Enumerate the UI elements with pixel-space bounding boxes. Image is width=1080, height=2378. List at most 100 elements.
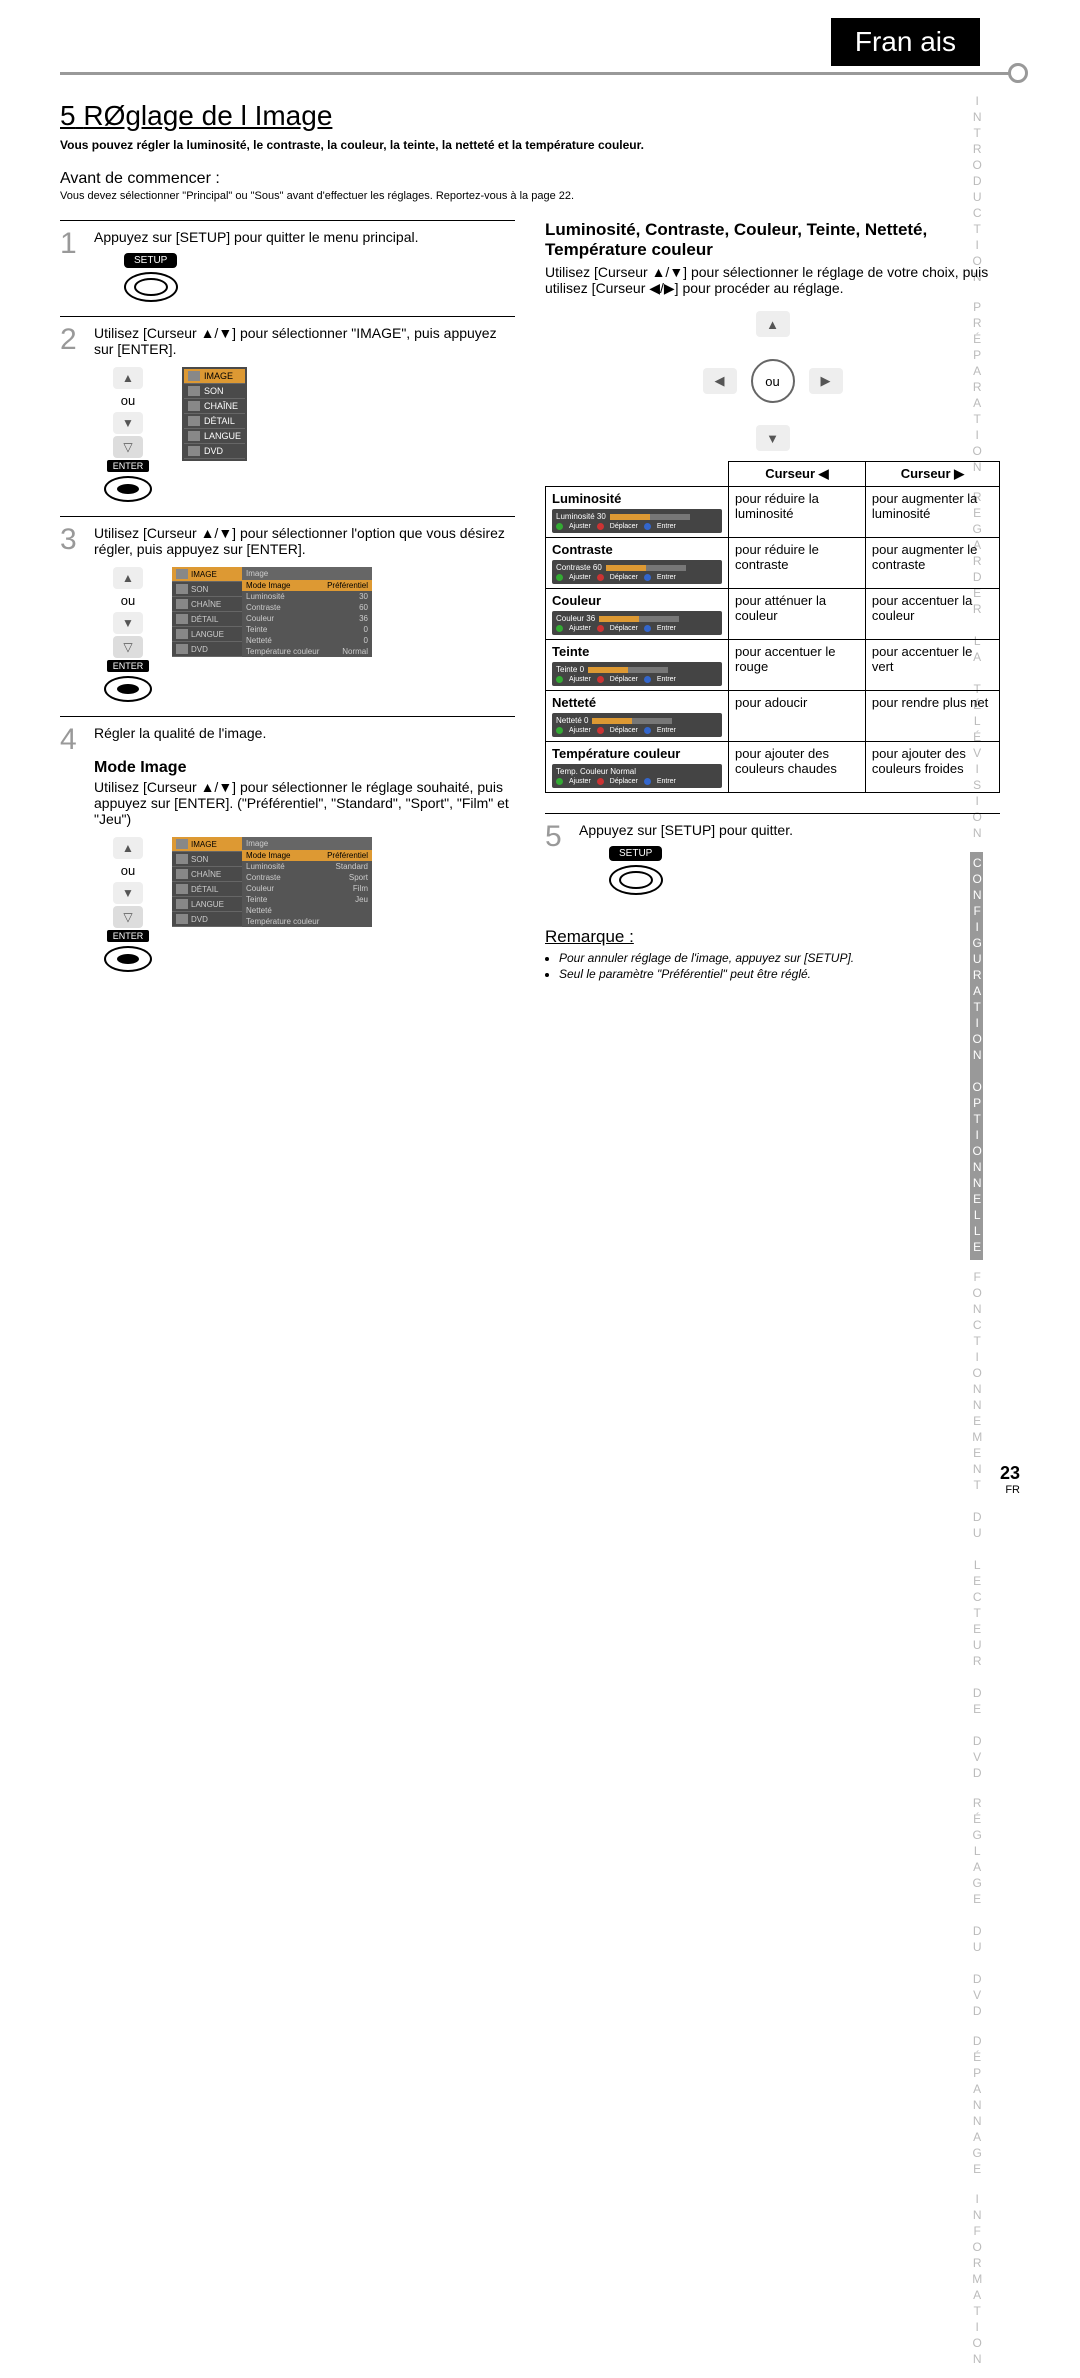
row-name: Teinte	[552, 644, 589, 659]
onscreen-mode-image-menu: IMAGE SON CHAÎNE DÉTAIL LANGUE DVD Image…	[172, 837, 372, 927]
row-name: Luminosité	[552, 491, 621, 506]
dpad-cross-icon: ▲ ▼ ◀ ▶ ou	[703, 311, 843, 451]
cell-right: pour ajouter des couleurs froides	[865, 742, 999, 793]
step-4: 4 Régler la qualité de l'image. Mode Ima…	[60, 716, 515, 986]
cell-right: pour rendre plus net	[865, 691, 999, 742]
step-2: 2 Utilisez [Curseur ▲/▼] pour sélectionn…	[60, 316, 515, 516]
timeline-dot	[1008, 63, 1028, 83]
step-num-5: 5	[545, 822, 569, 895]
cursor-down-icon: ▼	[113, 412, 143, 434]
ou-label: ou	[121, 393, 135, 408]
step-2-text: Utilisez [Curseur ▲/▼] pour sélectionner…	[94, 325, 515, 357]
adjustment-table: Curseur ◀ Curseur ▶ Luminosité Luminosit…	[545, 461, 1000, 793]
cell-left: pour adoucir	[729, 691, 866, 742]
cursor-down-icon: ▼	[756, 425, 790, 451]
step-3: 3 Utilisez [Curseur ▲/▼] pour sélectionn…	[60, 516, 515, 716]
cursor-up-icon: ▲	[113, 567, 143, 589]
cursor-left-icon: ◀	[703, 368, 737, 394]
mode-image-heading: Mode Image	[94, 759, 515, 777]
timeline-rule	[60, 72, 1020, 75]
cell-right: pour accentuer la couleur	[865, 589, 999, 640]
row-name: Netteté	[552, 695, 596, 710]
cursor-down-icon: ▼	[113, 882, 143, 904]
section-title-text: RØglage de l Image	[83, 100, 332, 131]
cursor-up-icon: ▲	[113, 367, 143, 389]
cell-left: pour accentuer le rouge	[729, 640, 866, 691]
cursor-up-icon: ▲	[756, 311, 790, 337]
side-tab-information[interactable]: INFORMATION	[970, 2188, 983, 2372]
setup-button-icon: SETUP	[609, 846, 662, 861]
slider-contraste: Contraste 60 AjusterDéplacerEntrer	[552, 560, 722, 584]
onscreen-menu-sim: IMAGE SON CHAÎNE DÉTAIL LANGUE DVD	[182, 367, 247, 461]
enter-button-icon	[104, 476, 152, 502]
step-1-text: Appuyez sur [SETUP] pour quitter le menu…	[94, 229, 515, 245]
cursor-right-icon: ▶	[809, 368, 843, 394]
language-menu-icon	[188, 431, 200, 441]
cell-left: pour atténuer la couleur	[729, 589, 866, 640]
mode-image-desc: Utilisez [Curseur ▲/▼] pour sélectionner…	[94, 779, 515, 827]
language-tab: Fran ais	[831, 18, 980, 66]
image-menu-icon	[188, 371, 200, 381]
cursor-down-shadow-icon: ▽	[113, 436, 143, 458]
detail-menu-icon	[188, 416, 200, 426]
step-num-4: 4	[60, 725, 84, 972]
channel-menu-icon	[188, 401, 200, 411]
setup-button-icon: SETUP	[124, 253, 177, 268]
col-cursor-left: Curseur ◀	[729, 462, 866, 487]
remote-button-icon	[609, 865, 663, 895]
row-name: Température couleur	[552, 746, 680, 761]
slider-temp-couleur: Temp. Couleur Normal AjusterDéplacerEntr…	[552, 764, 722, 788]
cursor-down-shadow-icon: ▽	[113, 906, 143, 928]
enter-label: ENTER	[107, 660, 150, 672]
cursor-down-icon: ▼	[113, 612, 143, 634]
remote-button-icon	[124, 272, 178, 302]
step-4-text: Régler la qualité de l'image.	[94, 725, 515, 741]
row-name: Couleur	[552, 593, 601, 608]
onscreen-image-menu: IMAGE SON CHAÎNE DÉTAIL LANGUE DVD Image…	[172, 567, 372, 657]
step-1: 1 Appuyez sur [SETUP] pour quitter le me…	[60, 220, 515, 316]
section-title: 5 RØglage de l Image	[60, 100, 1000, 132]
row-name: Contraste	[552, 542, 613, 557]
table-row: Luminosité Luminosité 30 AjusterDéplacer…	[546, 487, 1000, 538]
dvd-menu-icon	[188, 446, 200, 456]
step-num-1: 1	[60, 229, 84, 302]
side-tab-reglage-dvd[interactable]: RÉGLAGE DU DVD	[970, 1792, 983, 2024]
ou-label: ou	[121, 863, 135, 878]
ou-center-label: ou	[751, 359, 795, 403]
side-tab-fonctionnement[interactable]: FONCTIONNEMENT DU LECTEUR DE DVD	[970, 1266, 983, 1786]
cursor-up-icon: ▲	[113, 837, 143, 859]
prep-heading: Avant de commencer :	[60, 170, 1000, 188]
sound-menu-icon	[188, 386, 200, 396]
enter-button-icon	[104, 676, 152, 702]
step-5-text: Appuyez sur [SETUP] pour quitter.	[579, 822, 1000, 838]
enter-label: ENTER	[107, 930, 150, 942]
table-row: Netteté Netteté 0 AjusterDéplacerEntrer …	[546, 691, 1000, 742]
cell-right: pour accentuer le vert	[865, 640, 999, 691]
intro-description: Vous pouvez régler la luminosité, le con…	[60, 138, 1000, 152]
col-cursor-right: Curseur ▶	[865, 462, 999, 487]
cell-left: pour réduire le contraste	[729, 538, 866, 589]
cell-right: pour augmenter la luminosité	[865, 487, 999, 538]
cell-left: pour ajouter des couleurs chaudes	[729, 742, 866, 793]
cell-right: pour augmenter le contraste	[865, 538, 999, 589]
slider-luminosite: Luminosité 30 AjusterDéplacerEntrer	[552, 509, 722, 533]
remark-heading: Remarque :	[545, 927, 1000, 947]
table-row: Teinte Teinte 0 AjusterDéplacerEntrer po…	[546, 640, 1000, 691]
page-lang: FR	[1000, 1484, 1020, 1496]
table-row: Contraste Contraste 60 AjusterDéplacerEn…	[546, 538, 1000, 589]
ou-label: ou	[121, 593, 135, 608]
remark-list: Pour annuler réglage de l'image, appuyez…	[559, 951, 1000, 981]
table-row: Température couleur Temp. Couleur Normal…	[546, 742, 1000, 793]
step-num-2: 2	[60, 325, 84, 502]
cursor-down-shadow-icon: ▽	[113, 636, 143, 658]
section-number: 5	[60, 100, 76, 131]
remark-item: Pour annuler réglage de l'image, appuyez…	[559, 951, 1000, 965]
page-footer: 23 FR	[1000, 1463, 1020, 1496]
step-num-3: 3	[60, 525, 84, 702]
side-tab-depannage[interactable]: DÉPANNAGE	[970, 2030, 983, 2182]
right-heading: Luminosité, Contraste, Couleur, Teinte, …	[545, 220, 1000, 260]
slider-nettete: Netteté 0 AjusterDéplacerEntrer	[552, 713, 722, 737]
step-3-text: Utilisez [Curseur ▲/▼] pour sélectionner…	[94, 525, 515, 557]
table-row: Couleur Couleur 36 AjusterDéplacerEntrer…	[546, 589, 1000, 640]
right-desc: Utilisez [Curseur ▲/▼] pour sélectionner…	[545, 264, 1000, 297]
